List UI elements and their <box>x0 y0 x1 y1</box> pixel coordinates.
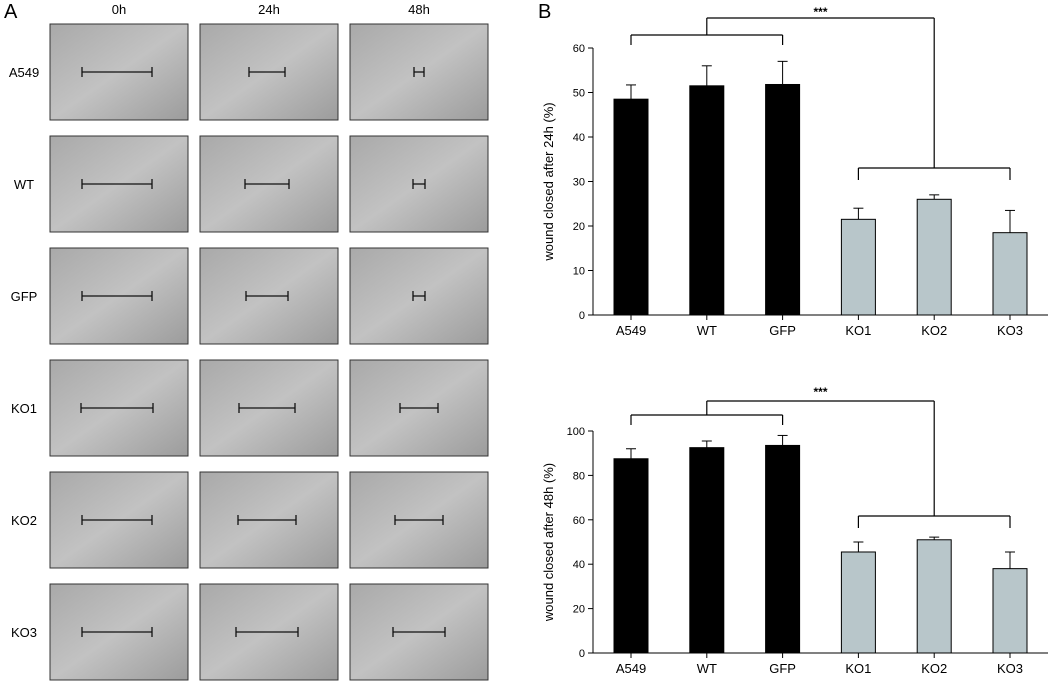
row-label: KO2 <box>11 513 37 528</box>
bar <box>916 539 952 654</box>
x-tick-label: KO2 <box>921 323 947 338</box>
micrograph <box>49 359 189 457</box>
bar <box>992 232 1028 316</box>
bar <box>689 447 725 654</box>
panel-label: A <box>4 1 18 23</box>
row-label: A549 <box>9 65 39 80</box>
x-tick-label: KO3 <box>997 323 1023 338</box>
bar <box>840 551 876 654</box>
y-tick-label: 10 <box>573 266 585 278</box>
bar <box>613 458 649 654</box>
bar <box>992 568 1028 654</box>
x-tick-label: KO1 <box>845 661 871 676</box>
row-label: KO1 <box>11 401 37 416</box>
y-tick-label: 60 <box>573 43 585 55</box>
row-label: WT <box>14 177 34 192</box>
bar <box>916 198 952 316</box>
x-tick-label: GFP <box>769 661 796 676</box>
y-tick-label: 50 <box>573 88 585 100</box>
y-axis-label: wound closed after 24h (%) <box>541 102 556 261</box>
y-tick-label: 40 <box>573 559 585 571</box>
column-label: 48h <box>408 2 430 17</box>
significance-label: *** <box>813 385 827 399</box>
y-tick-label: 0 <box>579 648 585 660</box>
x-tick-label: GFP <box>769 323 796 338</box>
y-tick-label: 60 <box>573 515 585 527</box>
bar <box>840 218 876 316</box>
x-tick-label: WT <box>697 661 717 676</box>
y-tick-label: 20 <box>573 221 585 233</box>
bar <box>765 83 801 316</box>
x-tick-label: KO2 <box>921 661 947 676</box>
significance-label: *** <box>813 5 827 19</box>
row-label: KO3 <box>11 625 37 640</box>
y-tick-label: 30 <box>573 177 585 189</box>
y-axis-label: wound closed after 48h (%) <box>541 463 556 622</box>
column-label: 0h <box>112 2 126 17</box>
y-tick-label: 100 <box>567 426 585 438</box>
y-tick-label: 0 <box>579 310 585 322</box>
x-tick-label: A549 <box>616 661 646 676</box>
panel-label: B <box>538 1 551 23</box>
y-tick-label: 40 <box>573 132 585 144</box>
column-label: 24h <box>258 2 280 17</box>
bar <box>613 98 649 316</box>
y-tick-label: 20 <box>573 604 585 616</box>
x-tick-label: WT <box>697 323 717 338</box>
y-tick-label: 80 <box>573 470 585 482</box>
x-tick-label: KO3 <box>997 661 1023 676</box>
row-label: GFP <box>11 289 38 304</box>
x-tick-label: A549 <box>616 323 646 338</box>
x-tick-label: KO1 <box>845 323 871 338</box>
bar <box>689 85 725 316</box>
bar <box>765 444 801 654</box>
